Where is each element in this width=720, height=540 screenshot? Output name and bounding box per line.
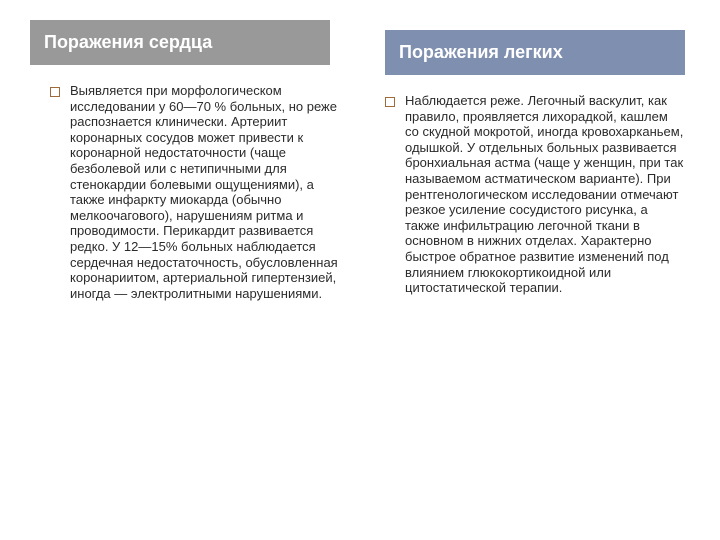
bullet-icon (50, 87, 60, 97)
right-heading: Поражения легких (385, 30, 685, 75)
right-body: Наблюдается реже. Легочный васкулит, как… (365, 93, 690, 296)
left-body-text: Выявляется при морфологическом исследова… (70, 83, 355, 301)
two-column-layout: Поражения сердца Выявляется при морфолог… (30, 20, 690, 301)
slide: Поражения сердца Выявляется при морфолог… (0, 0, 720, 540)
left-column: Поражения сердца Выявляется при морфолог… (30, 20, 355, 301)
bullet-icon (385, 97, 395, 107)
left-body: Выявляется при морфологическом исследова… (30, 83, 355, 301)
right-body-text: Наблюдается реже. Легочный васкулит, как… (405, 93, 690, 296)
left-heading: Поражения сердца (30, 20, 330, 65)
right-column: Поражения легких Наблюдается реже. Легоч… (365, 20, 690, 301)
